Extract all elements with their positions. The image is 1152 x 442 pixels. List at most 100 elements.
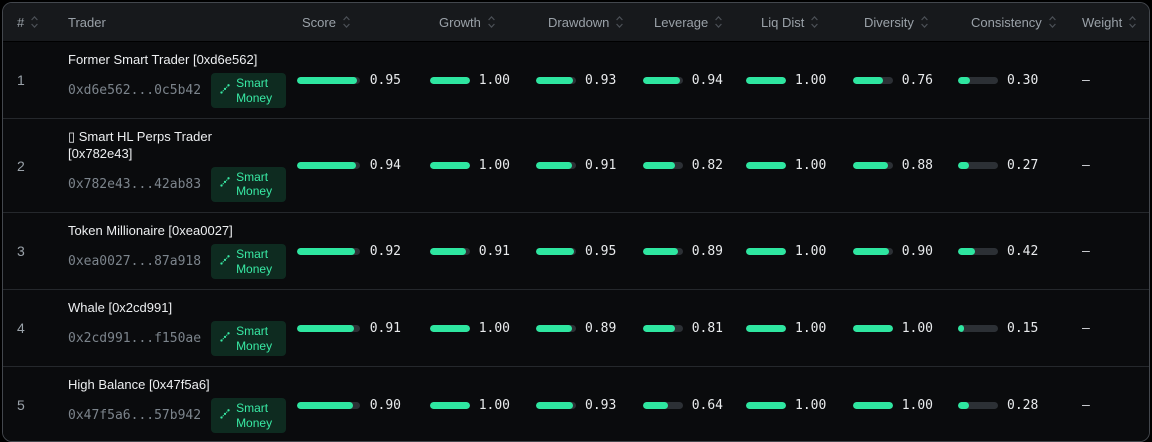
table-header: # Trader Score Growth Drawdown [3, 3, 1149, 42]
table-row[interactable]: 4 Whale [0x2cd991] 0x2cd991...f150ae Sma… [3, 289, 1149, 367]
consistency-cell: 0.42 [958, 243, 1064, 259]
consistency-bar [958, 162, 998, 170]
smart-money-label: Smart Money [236, 247, 273, 276]
growth-bar [429, 76, 470, 84]
trader-cell: Former Smart Trader [0xd6e562] 0xd6e562.… [53, 42, 290, 118]
drawdown-value: 0.95 [585, 243, 617, 259]
trader-subrow: 0x47f5a6...57b942 Smart Money [68, 398, 290, 434]
score-cell: 0.94 [290, 158, 427, 173]
growth-value: 1.00 [478, 72, 510, 88]
sort-icon [920, 15, 929, 29]
smart-money-icon [219, 82, 231, 100]
liq-dist-bar [746, 76, 786, 84]
table-row[interactable]: 3 Token Millionaire [0xea0027] 0xea0027.… [3, 212, 1149, 290]
consistency-value: 0.28 [1007, 397, 1039, 413]
column-header-growth-label: Growth [439, 14, 481, 30]
score-cell: 0.90 [290, 398, 427, 413]
trader-name[interactable]: Former Smart Trader [0xd6e562] [68, 52, 258, 67]
liq-dist-cell: 1.00 [746, 398, 852, 413]
rank-cell: 3 [17, 243, 25, 260]
diversity-cell: 0.76 [852, 73, 959, 88]
liq-dist-cell: 1.00 [746, 158, 852, 174]
column-header-consistency-label: Consistency [971, 14, 1042, 30]
table-row[interactable]: 1 Former Smart Trader [0xd6e562] 0xd6e56… [3, 42, 1149, 119]
column-header-drawdown[interactable]: Drawdown [536, 15, 642, 30]
leverage-cell: 0.82 [642, 158, 749, 173]
liq-dist-value: 1.00 [795, 158, 827, 174]
liq-dist-bar [746, 324, 786, 332]
trader-name[interactable]: Token Millionaire [0xea0027] [68, 223, 233, 239]
consistency-bar [958, 324, 998, 332]
column-header-growth[interactable]: Growth [427, 15, 536, 30]
smart-money-icon [219, 330, 231, 348]
score-bar [296, 401, 360, 409]
column-header-diversity-label: Diversity [864, 14, 914, 30]
column-header-liq-dist-label: Liq Dist [761, 14, 805, 30]
diversity-bar [852, 401, 893, 409]
drawdown-cell: 0.89 [536, 321, 642, 336]
drawdown-bar [536, 324, 576, 332]
score-value: 0.92 [369, 243, 401, 259]
trader-address: 0x782e43...42ab83 [68, 176, 202, 192]
smart-money-icon [219, 253, 231, 271]
diversity-value: 0.76 [901, 72, 933, 88]
trader-address: 0x47f5a6...57b942 [68, 408, 202, 424]
drawdown-value: 0.91 [585, 158, 617, 174]
diversity-cell: 0.88 [852, 158, 959, 173]
score-bar [296, 324, 360, 332]
liq-dist-bar [746, 401, 786, 409]
score-value: 0.90 [369, 397, 401, 413]
trader-name[interactable]: Whale [0x2cd991] [68, 300, 173, 316]
trader-name[interactable]: ▯ Smart HL Perps Trader [0x782e43] [68, 129, 212, 161]
liq-dist-bar [746, 162, 786, 170]
liq-dist-cell: 1.00 [746, 321, 852, 336]
table-row[interactable]: 2 ▯ Smart HL Perps Trader [0x782e43] 0x7… [3, 118, 1149, 213]
table-row[interactable]: 5 High Balance [0x47f5a6] 0x47f5a6...57b… [3, 366, 1149, 441]
consistency-cell: 0.27 [958, 158, 1064, 174]
sort-icon [30, 15, 39, 29]
growth-cell: 1.00 [427, 398, 536, 413]
sort-icon [714, 15, 723, 29]
column-header-score[interactable]: Score [290, 15, 427, 30]
consistency-bar [958, 76, 998, 84]
column-header-consistency[interactable]: Consistency [959, 15, 1064, 30]
drawdown-cell: 0.91 [536, 158, 642, 173]
sort-icon [615, 15, 624, 29]
drawdown-bar [536, 76, 576, 84]
leverage-value: 0.64 [691, 397, 723, 413]
trader-subrow: 0x782e43...42ab83 Smart Money [68, 166, 290, 202]
column-header-weight[interactable]: Weight [1064, 15, 1149, 30]
trader-address: 0x2cd991...f150ae [68, 331, 202, 347]
growth-bar [429, 162, 470, 170]
consistency-value: 0.27 [1007, 158, 1039, 174]
consistency-cell: 0.30 [958, 73, 1064, 88]
growth-bar [429, 324, 470, 332]
rank-cell: 4 [17, 320, 25, 337]
column-header-diversity[interactable]: Diversity [852, 15, 959, 30]
diversity-value: 0.90 [901, 243, 933, 259]
trader-subrow: 0xea0027...87a918 Smart Money [68, 244, 290, 280]
score-value: 0.95 [369, 72, 401, 88]
liq-dist-bar [746, 247, 786, 255]
liq-dist-value: 1.00 [795, 72, 827, 88]
column-header-leverage[interactable]: Leverage [642, 15, 749, 30]
column-header-rank[interactable]: # [3, 15, 53, 30]
diversity-cell: 1.00 [852, 321, 959, 336]
smart-money-badge: Smart Money [211, 398, 287, 434]
sort-icon [487, 15, 496, 29]
consistency-bar [958, 247, 998, 255]
leverage-bar [642, 76, 683, 84]
trader-cell: ▯ Smart HL Perps Trader [0x782e43] 0x782… [53, 119, 290, 211]
smart-money-icon [219, 407, 231, 425]
trader-name[interactable]: High Balance [0x47f5a6] [68, 377, 210, 393]
leverage-cell: 0.89 [642, 244, 749, 259]
rank-cell: 5 [17, 397, 25, 414]
table-body: 1 Former Smart Trader [0xd6e562] 0xd6e56… [3, 42, 1149, 441]
rank-cell: 1 [17, 72, 25, 89]
drawdown-bar [536, 162, 576, 170]
leverage-bar [642, 401, 683, 409]
score-cell: 0.95 [290, 73, 427, 88]
column-header-liq-dist[interactable]: Liq Dist [749, 15, 852, 30]
consistency-value: 0.42 [1007, 243, 1039, 259]
sort-icon [1048, 15, 1057, 29]
